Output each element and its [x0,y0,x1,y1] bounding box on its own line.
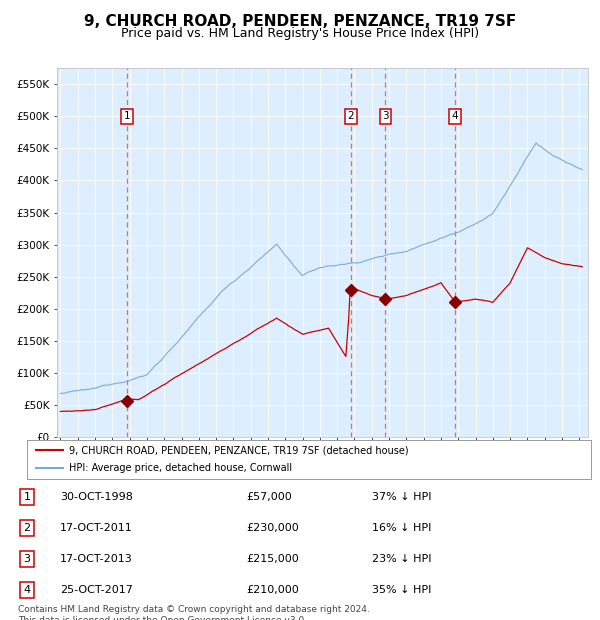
Text: £230,000: £230,000 [246,523,299,533]
Text: 4: 4 [452,112,458,122]
Text: 1: 1 [23,492,31,502]
Text: 9, CHURCH ROAD, PENDEEN, PENZANCE, TR19 7SF (detached house): 9, CHURCH ROAD, PENDEEN, PENZANCE, TR19 … [70,445,409,455]
Text: 2: 2 [23,523,31,533]
Text: 1: 1 [124,112,130,122]
Text: 2: 2 [347,112,354,122]
Text: £57,000: £57,000 [246,492,292,502]
Text: 30-OCT-1998: 30-OCT-1998 [60,492,133,502]
Text: 17-OCT-2011: 17-OCT-2011 [60,523,133,533]
Text: 17-OCT-2013: 17-OCT-2013 [60,554,133,564]
Text: 3: 3 [382,112,389,122]
Text: 25-OCT-2017: 25-OCT-2017 [60,585,133,595]
Text: 37% ↓ HPI: 37% ↓ HPI [372,492,431,502]
Text: 3: 3 [23,554,31,564]
Text: Contains HM Land Registry data © Crown copyright and database right 2024.
This d: Contains HM Land Registry data © Crown c… [18,605,370,620]
Text: Price paid vs. HM Land Registry's House Price Index (HPI): Price paid vs. HM Land Registry's House … [121,27,479,40]
Text: £210,000: £210,000 [246,585,299,595]
Text: 9, CHURCH ROAD, PENDEEN, PENZANCE, TR19 7SF: 9, CHURCH ROAD, PENDEEN, PENZANCE, TR19 … [84,14,516,29]
Text: 16% ↓ HPI: 16% ↓ HPI [372,523,431,533]
Text: 23% ↓ HPI: 23% ↓ HPI [372,554,431,564]
Text: £215,000: £215,000 [246,554,299,564]
Text: 4: 4 [23,585,31,595]
Text: 35% ↓ HPI: 35% ↓ HPI [372,585,431,595]
Text: HPI: Average price, detached house, Cornwall: HPI: Average price, detached house, Corn… [70,463,292,473]
